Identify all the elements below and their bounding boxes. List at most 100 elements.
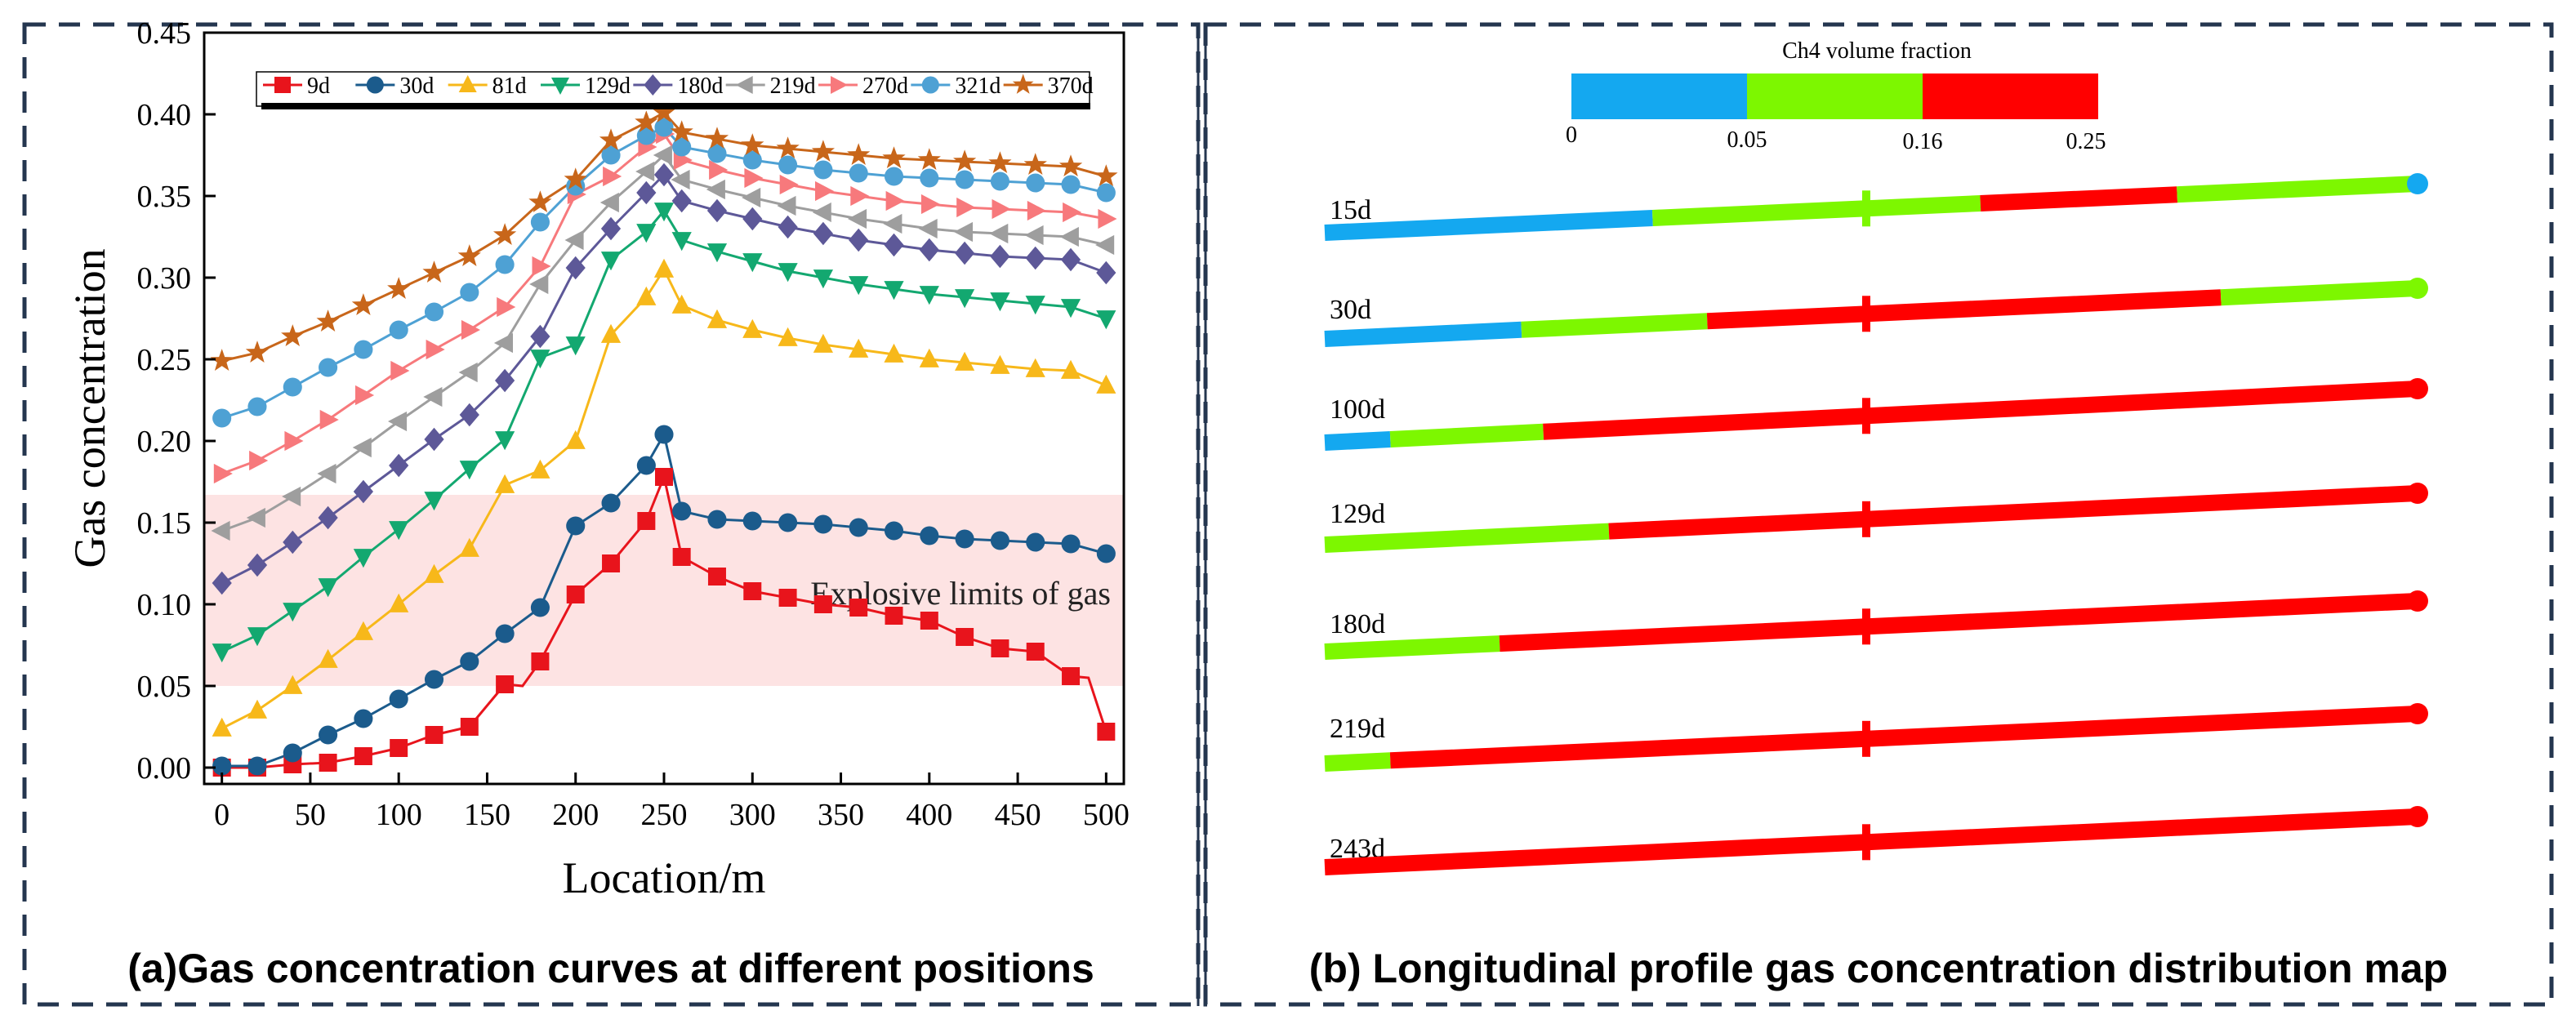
data-point-370d [1023,153,1047,175]
data-point-81d [706,309,728,328]
legend-item-129d: 129d [541,73,631,99]
legend-marker [458,75,477,92]
data-point-30d [389,689,408,709]
series-markers-30d [212,425,1116,776]
data-point-180d [565,256,586,280]
profile-end-cap [2407,483,2428,504]
profile-end-cap [2407,590,2428,612]
data-point-9d [1026,643,1045,661]
data-point-180d [389,453,409,478]
profile-label: 100d [1330,394,1385,425]
data-point-370d [564,167,587,189]
data-point-9d [425,726,443,744]
data-point-129d [778,263,798,283]
y-tick-label: 0.30 [137,261,192,296]
data-point-129d [459,461,479,480]
legend-label: 370d [1048,73,1094,99]
data-point-321d [1061,175,1081,194]
data-point-370d [811,140,835,162]
profile-label: 30d [1330,295,1371,325]
profile-segment [1324,752,1391,772]
profile-segment [1608,485,2418,540]
data-point-219d [671,169,690,190]
data-point-9d [672,548,691,566]
data-point-9d [920,612,938,630]
profile-segment [1980,186,2178,211]
data-point-129d [283,603,303,622]
data-point-321d [813,160,833,180]
data-point-9d [496,675,515,693]
profile-129d: 129d [1324,483,2428,553]
legend-label: 219d [770,73,816,99]
y-tick-label: 0.35 [137,180,192,214]
data-point-180d [990,244,1010,269]
data-point-81d [636,286,657,305]
data-point-180d [353,479,373,504]
data-point-370d [387,277,411,299]
legend-marker [644,74,662,96]
data-point-219d [742,187,761,208]
data-point-370d [705,127,729,149]
legend-marker [366,76,384,94]
data-point-81d [1096,374,1116,394]
data-point-370d [245,341,270,363]
y-tick-label: 0.40 [137,98,192,132]
data-point-129d [813,269,833,289]
data-point-270d [603,166,622,187]
data-point-270d [920,194,940,215]
legend: 9d 30d 81d 129d 180d 219d 270d 321d 370d [256,71,1094,109]
legend-marker [831,76,848,94]
data-point-180d [459,403,479,427]
data-point-30d [672,501,692,521]
data-point-129d [636,224,657,243]
legend-marker [274,77,291,93]
data-point-321d [389,320,408,340]
data-point-30d [813,514,833,534]
profile-midpoint-marker [1862,824,1870,861]
data-point-180d [247,553,268,577]
legend-item-321d: 321d [911,73,1001,99]
data-point-219d [653,145,672,166]
data-point-30d [636,456,656,475]
colorbar-tick-0: 0 [1566,122,1577,148]
data-point-9d [460,718,479,736]
data-point-219d [1059,226,1079,247]
legend-box [256,71,1090,107]
data-point-219d [883,213,902,234]
data-point-9d [707,568,726,586]
data-point-370d [1094,164,1118,186]
data-point-30d [354,709,373,728]
data-point-180d [424,427,444,452]
data-point-180d [778,215,798,239]
profile-segment [2177,176,2418,203]
data-point-180d [1060,247,1081,272]
data-point-30d [460,652,479,671]
legend-marker [735,76,753,94]
data-point-81d [212,717,232,737]
data-point-180d [849,228,869,252]
data-point-30d [990,531,1009,550]
data-point-270d [744,167,764,189]
y-axis-label: Gas concentration [65,248,114,568]
colorbar-tick-1: 0.05 [1727,127,1767,153]
data-point-81d [955,351,975,371]
data-point-30d [1096,544,1116,563]
data-point-370d [847,143,871,165]
data-point-129d [706,243,728,263]
data-point-370d [422,260,446,283]
y-tick-label: 0.25 [137,343,192,377]
data-point-321d [283,377,302,397]
colorbar-title: Ch4 volume fraction [1782,38,1972,64]
data-point-180d [495,368,515,393]
profile-label: 15d [1330,195,1371,225]
data-point-30d [955,529,974,549]
data-point-30d [1061,534,1081,554]
data-point-219d [953,221,973,243]
data-point-180d [1025,246,1045,270]
data-point-270d [956,197,976,218]
data-point-9d [778,589,797,607]
data-point-270d [815,180,835,202]
data-point-9d [390,739,408,757]
x-tick-label: 400 [906,798,952,832]
